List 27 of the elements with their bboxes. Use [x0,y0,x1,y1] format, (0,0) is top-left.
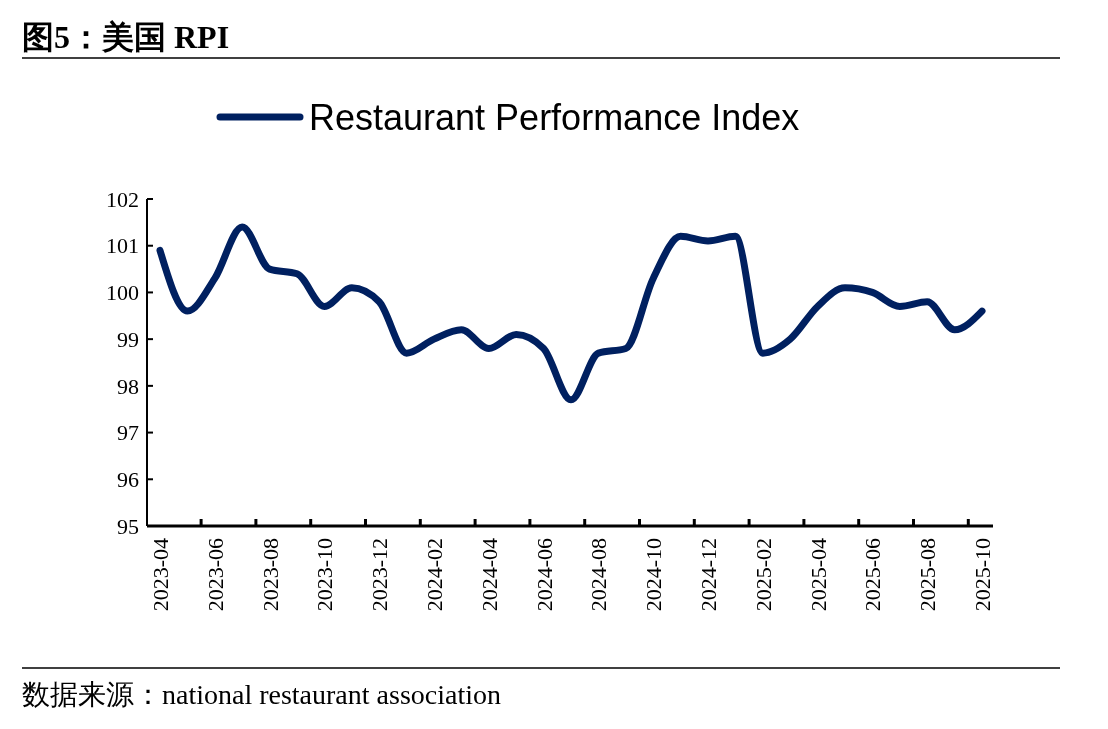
x-tick-label: 2023-08 [257,538,283,612]
x-tick-label: 2025-04 [805,538,831,612]
y-tick-label: 97 [117,420,139,446]
x-tick-label: 2024-08 [586,538,612,612]
x-tick-label: 2023-10 [312,538,338,612]
x-tick-label: 2025-06 [860,538,886,612]
x-tick-label: 2023-12 [367,538,393,612]
x-tick-label: 2024-10 [641,538,667,612]
y-tick-label: 95 [117,513,139,539]
y-tick-label: 101 [106,233,139,259]
x-tick-label: 2023-06 [202,538,228,612]
y-tick-label: 99 [117,326,139,352]
x-tick-label: 2024-06 [531,538,557,612]
chart-title: 图5：美国 RPI [22,19,230,55]
x-tick-label: 2024-04 [476,538,502,612]
x-tick-label: 2024-12 [696,538,721,612]
legend-label: Restaurant Performance Index [309,97,800,138]
x-tick-label: 2025-08 [915,538,941,612]
y-tick-label: 96 [117,466,139,492]
source-note: 数据来源：national restaurant association [22,679,501,710]
x-tick-label: 2024-02 [422,538,447,612]
y-tick-label: 100 [106,280,139,306]
y-tick-label: 102 [106,186,139,212]
x-tick-label: 2025-02 [750,538,776,612]
x-tick-label: 2025-10 [970,538,995,612]
y-tick-label: 98 [117,373,139,399]
x-tick-label: 2023-04 [148,538,173,612]
